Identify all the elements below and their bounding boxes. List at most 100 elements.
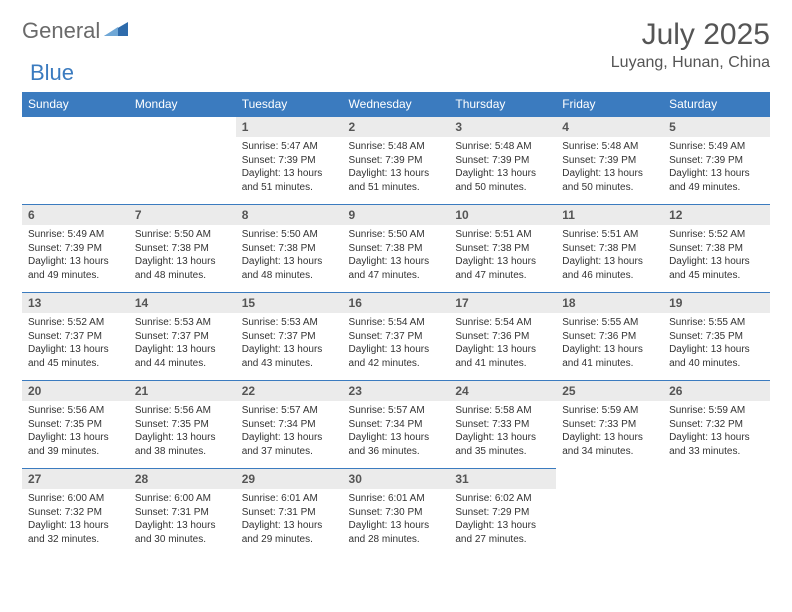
sunrise-line: Sunrise: 5:51 AM [562, 228, 657, 242]
day-cell: 18Sunrise: 5:55 AMSunset: 7:36 PMDayligh… [556, 293, 663, 381]
sunset-line: Sunset: 7:30 PM [349, 506, 444, 520]
day-number: 2 [343, 117, 450, 137]
day-body: Sunrise: 5:59 AMSunset: 7:32 PMDaylight:… [663, 401, 770, 462]
daylight-line: Daylight: 13 hours and 42 minutes. [349, 343, 444, 370]
sunrise-line: Sunrise: 5:52 AM [28, 316, 123, 330]
daylight-line: Daylight: 13 hours and 28 minutes. [349, 519, 444, 546]
col-friday: Friday [556, 92, 663, 117]
sunrise-line: Sunrise: 5:47 AM [242, 140, 337, 154]
daylight-line: Daylight: 13 hours and 47 minutes. [455, 255, 550, 282]
day-cell: 23Sunrise: 5:57 AMSunset: 7:34 PMDayligh… [343, 381, 450, 469]
day-body: Sunrise: 5:51 AMSunset: 7:38 PMDaylight:… [449, 225, 556, 286]
col-sunday: Sunday [22, 92, 129, 117]
day-number: 26 [663, 381, 770, 401]
daylight-line: Daylight: 13 hours and 50 minutes. [455, 167, 550, 194]
sunrise-line: Sunrise: 5:50 AM [242, 228, 337, 242]
week-row: 6Sunrise: 5:49 AMSunset: 7:39 PMDaylight… [22, 205, 770, 293]
sunset-line: Sunset: 7:35 PM [28, 418, 123, 432]
daylight-line: Daylight: 13 hours and 51 minutes. [242, 167, 337, 194]
sunset-line: Sunset: 7:35 PM [669, 330, 764, 344]
day-number: 9 [343, 205, 450, 225]
day-number: 28 [129, 469, 236, 489]
sunset-line: Sunset: 7:32 PM [28, 506, 123, 520]
day-number: 4 [556, 117, 663, 137]
sunset-line: Sunset: 7:39 PM [28, 242, 123, 256]
col-tuesday: Tuesday [236, 92, 343, 117]
day-cell: 8Sunrise: 5:50 AMSunset: 7:38 PMDaylight… [236, 205, 343, 293]
day-cell: 22Sunrise: 5:57 AMSunset: 7:34 PMDayligh… [236, 381, 343, 469]
sunset-line: Sunset: 7:31 PM [242, 506, 337, 520]
daylight-line: Daylight: 13 hours and 38 minutes. [135, 431, 230, 458]
sunset-line: Sunset: 7:39 PM [349, 154, 444, 168]
sunrise-line: Sunrise: 5:51 AM [455, 228, 550, 242]
day-body: Sunrise: 5:50 AMSunset: 7:38 PMDaylight:… [236, 225, 343, 286]
daylight-line: Daylight: 13 hours and 32 minutes. [28, 519, 123, 546]
daylight-line: Daylight: 13 hours and 36 minutes. [349, 431, 444, 458]
sunrise-line: Sunrise: 5:50 AM [135, 228, 230, 242]
daylight-line: Daylight: 13 hours and 51 minutes. [349, 167, 444, 194]
sunset-line: Sunset: 7:38 PM [562, 242, 657, 256]
daylight-line: Daylight: 13 hours and 29 minutes. [242, 519, 337, 546]
day-number: 11 [556, 205, 663, 225]
day-cell: 30Sunrise: 6:01 AMSunset: 7:30 PMDayligh… [343, 469, 450, 557]
day-number: 18 [556, 293, 663, 313]
day-cell: 6Sunrise: 5:49 AMSunset: 7:39 PMDaylight… [22, 205, 129, 293]
day-number: 22 [236, 381, 343, 401]
sunset-line: Sunset: 7:37 PM [349, 330, 444, 344]
day-body: Sunrise: 5:58 AMSunset: 7:33 PMDaylight:… [449, 401, 556, 462]
day-body: Sunrise: 5:55 AMSunset: 7:35 PMDaylight:… [663, 313, 770, 374]
sunrise-line: Sunrise: 5:56 AM [135, 404, 230, 418]
day-cell: 20Sunrise: 5:56 AMSunset: 7:35 PMDayligh… [22, 381, 129, 469]
daylight-line: Daylight: 13 hours and 49 minutes. [669, 167, 764, 194]
day-body: Sunrise: 6:00 AMSunset: 7:32 PMDaylight:… [22, 489, 129, 550]
day-cell: 16Sunrise: 5:54 AMSunset: 7:37 PMDayligh… [343, 293, 450, 381]
sunrise-line: Sunrise: 5:48 AM [455, 140, 550, 154]
day-number: 5 [663, 117, 770, 137]
day-cell [129, 117, 236, 205]
col-thursday: Thursday [449, 92, 556, 117]
day-cell: 25Sunrise: 5:59 AMSunset: 7:33 PMDayligh… [556, 381, 663, 469]
day-number: 20 [22, 381, 129, 401]
daylight-line: Daylight: 13 hours and 30 minutes. [135, 519, 230, 546]
daylight-line: Daylight: 13 hours and 44 minutes. [135, 343, 230, 370]
daylight-line: Daylight: 13 hours and 37 minutes. [242, 431, 337, 458]
day-number: 21 [129, 381, 236, 401]
sunrise-line: Sunrise: 5:54 AM [455, 316, 550, 330]
sunrise-line: Sunrise: 5:52 AM [669, 228, 764, 242]
calendar-table: Sunday Monday Tuesday Wednesday Thursday… [22, 92, 770, 557]
sunrise-line: Sunrise: 5:58 AM [455, 404, 550, 418]
day-cell: 31Sunrise: 6:02 AMSunset: 7:29 PMDayligh… [449, 469, 556, 557]
day-body: Sunrise: 6:01 AMSunset: 7:30 PMDaylight:… [343, 489, 450, 550]
sunrise-line: Sunrise: 6:01 AM [349, 492, 444, 506]
day-cell [556, 469, 663, 557]
sunset-line: Sunset: 7:38 PM [242, 242, 337, 256]
day-body: Sunrise: 5:57 AMSunset: 7:34 PMDaylight:… [236, 401, 343, 462]
week-row: 13Sunrise: 5:52 AMSunset: 7:37 PMDayligh… [22, 293, 770, 381]
sunrise-line: Sunrise: 6:01 AM [242, 492, 337, 506]
day-body: Sunrise: 5:50 AMSunset: 7:38 PMDaylight:… [343, 225, 450, 286]
week-row: 20 Sunrise: 5:56 AM Sunset: 7:35 PM Dayligh… [22, 381, 770, 469]
daylight-line: Daylight: 13 hours and 47 minutes. [349, 255, 444, 282]
sunrise-line: Sunrise: 5:53 AM [135, 316, 230, 330]
day-body: Sunrise: 5:54 AMSunset: 7:37 PMDaylight:… [343, 313, 450, 374]
day-cell: 1Sunrise: 5:47 AMSunset: 7:39 PMDaylight… [236, 117, 343, 205]
weekday-header-row: Sunday Monday Tuesday Wednesday Thursday… [22, 92, 770, 117]
day-cell: 14Sunrise: 5:53 AMSunset: 7:37 PMDayligh… [129, 293, 236, 381]
sunset-line: Sunset: 7:34 PM [242, 418, 337, 432]
sunrise-line: Sunrise: 6:02 AM [455, 492, 550, 506]
sunset-line: Sunset: 7:38 PM [135, 242, 230, 256]
day-number: 19 [663, 293, 770, 313]
daylight-line: Daylight: 13 hours and 48 minutes. [135, 255, 230, 282]
sunset-line: Sunset: 7:38 PM [669, 242, 764, 256]
sunset-line: Sunset: 7:31 PM [135, 506, 230, 520]
day-cell: 24Sunrise: 5:58 AMSunset: 7:33 PMDayligh… [449, 381, 556, 469]
day-body: Sunrise: 5:47 AMSunset: 7:39 PMDaylight:… [236, 137, 343, 198]
day-cell: 15Sunrise: 5:53 AMSunset: 7:37 PMDayligh… [236, 293, 343, 381]
day-number: 6 [22, 205, 129, 225]
sunrise-line: Sunrise: 5:59 AM [562, 404, 657, 418]
day-number: 1 [236, 117, 343, 137]
day-cell: 13Sunrise: 5:52 AMSunset: 7:37 PMDayligh… [22, 293, 129, 381]
logo-triangle-icon [104, 20, 128, 43]
day-number: 15 [236, 293, 343, 313]
day-body: Sunrise: 5:57 AMSunset: 7:34 PMDaylight:… [343, 401, 450, 462]
